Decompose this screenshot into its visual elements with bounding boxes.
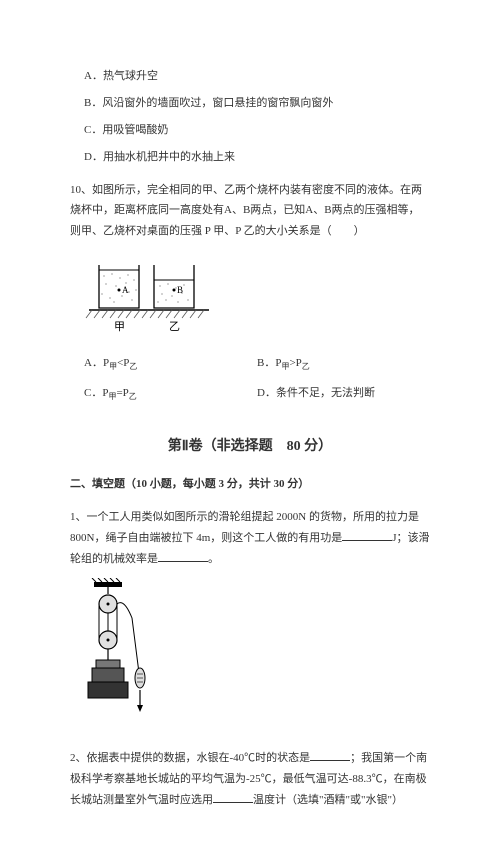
fill-blank-title: 二、填空题（10 小题，每小题 3 分，共计 30 分） <box>70 474 430 495</box>
svg-text:A: A <box>122 285 129 295</box>
section2-title: 第Ⅱ卷（非选择题 80 分） <box>70 434 430 461</box>
f1-blank-1 <box>342 528 392 541</box>
f2-blank-1 <box>310 748 350 761</box>
f1-text: 1、一个工人用类似如图所示的滑轮组提起 2000N 的货物，所用的拉力是 800… <box>70 507 430 570</box>
f2-blank-2 <box>213 790 253 803</box>
svg-text:B: B <box>177 285 183 295</box>
q10-option-d: D．条件不足，无法判断 <box>257 383 430 404</box>
f1-blank-2 <box>158 549 208 562</box>
q10-option-b: B．P甲>P乙 <box>257 353 430 374</box>
f2-text: 2、依据表中提供的数据，水银在-40℃时的状态是；我国第一个南极科学考察基地长城… <box>70 748 430 811</box>
q10-option-a: A．P甲<P乙 <box>84 353 257 374</box>
q10-figure: A B 甲 乙 <box>84 250 430 343</box>
f1-figure <box>84 578 430 736</box>
q9-option-c: C．用吸管喝酸奶 <box>70 120 430 141</box>
label-yi: 乙 <box>169 320 180 333</box>
q9-option-a: A．热气球升空 <box>70 66 430 87</box>
q10-text: 10、如图所示，完全相同的甲、乙两个烧杯内装有密度不同的液体。在两烧杯中，距离杯… <box>70 180 430 243</box>
q10-option-c: C．P甲=P乙 <box>84 383 257 404</box>
q9-option-d: D．用抽水机把井中的水抽上来 <box>70 147 430 168</box>
label-jia: 甲 <box>114 321 125 333</box>
q9-option-b: B．风沿窗外的墙面吹过，窗口悬挂的窗帘飘向窗外 <box>70 93 430 114</box>
q10-options: A．P甲<P乙 B．P甲>P乙 C．P甲=P乙 D．条件不足，无法判断 <box>84 353 430 412</box>
